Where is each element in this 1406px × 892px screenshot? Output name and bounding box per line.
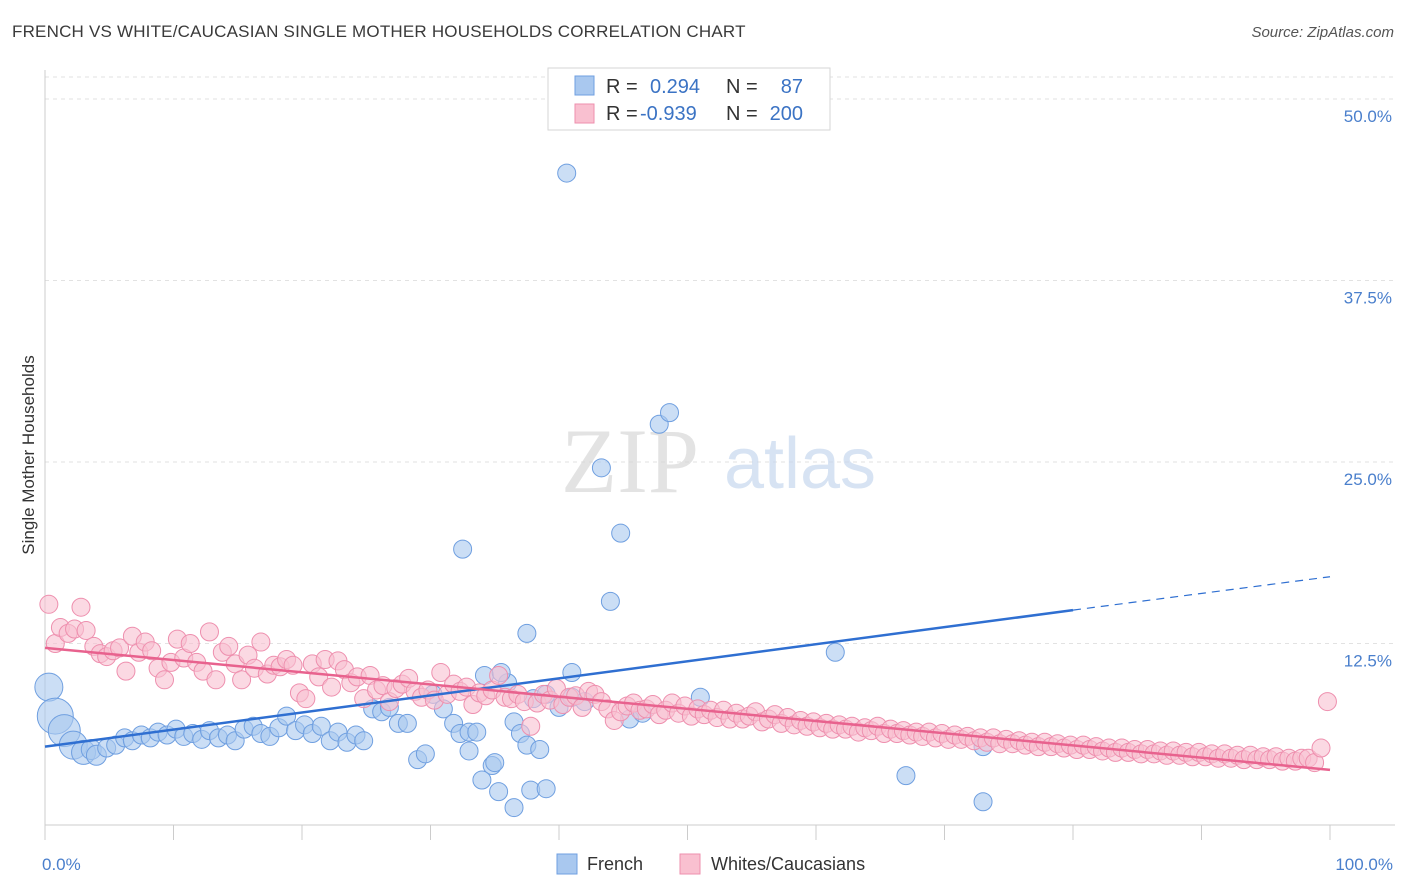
bottom-legend-swatch-whites	[679, 853, 701, 875]
bottom-legend: French Whites/Caucasians	[556, 853, 865, 875]
french-point-64	[459, 741, 479, 761]
french-point-71	[530, 740, 550, 759]
french-point-32	[311, 716, 331, 736]
y-tick-labels: 12.5% 25.0% 37.5% 50.0%	[1344, 107, 1392, 670]
french-trend-line	[44, 608, 1074, 748]
legend-swatch-whites	[574, 103, 595, 124]
french-point-67	[504, 798, 524, 818]
whites-point-18	[155, 670, 175, 690]
french-point-83	[825, 642, 845, 662]
y-tick-label-0: 12.5%	[1344, 652, 1392, 671]
french-point-53	[489, 782, 509, 802]
french-point-66	[485, 753, 505, 773]
whites-point-11	[110, 638, 130, 658]
legend-r-value-1: 0.294	[650, 76, 700, 98]
french-point-44	[415, 744, 435, 764]
whites-point-22	[180, 634, 200, 654]
french-point-77	[557, 163, 577, 183]
french-point-75	[600, 591, 620, 611]
whites-point-33	[251, 632, 271, 652]
bottom-legend-swatch-french	[556, 853, 578, 875]
french-point-72	[536, 779, 556, 799]
french-point-0	[34, 672, 64, 702]
y-tick-label-1: 25.0%	[1344, 470, 1392, 489]
whites-point-198	[1311, 738, 1331, 758]
whites-point-199	[1317, 692, 1337, 712]
legend-r-value-2: -0.939	[640, 103, 697, 125]
watermark-atlas: atlas	[724, 424, 876, 504]
legend-n-label-1: N =	[726, 76, 758, 98]
x-tick-label-0: 0.0%	[42, 855, 81, 874]
whites-point-16	[142, 641, 162, 661]
chart-title: FRENCH VS WHITE/CAUCASIAN SINGLE MOTHER …	[12, 22, 746, 41]
whites-point-5	[71, 597, 91, 617]
french-point-81	[660, 403, 680, 423]
bottom-legend-label-french: French	[587, 854, 643, 874]
french-point-84	[896, 766, 916, 786]
legend-box: R = 0.294 N = 87 R = -0.939 N = 200	[547, 67, 831, 131]
whites-point-40	[296, 689, 316, 709]
bottom-legend-label-whites: Whites/Caucasians	[711, 854, 865, 874]
watermark: ZIP atlas	[561, 410, 876, 512]
french-point-86	[973, 792, 993, 812]
french-point-63	[453, 539, 473, 559]
whites-point-44	[322, 677, 342, 697]
x-tick-label-1: 100.0%	[1335, 855, 1393, 874]
y-tick-label-3: 50.0%	[1344, 107, 1392, 126]
french-point-42	[397, 713, 417, 733]
whites-trend-line	[44, 646, 1331, 772]
legend-r-label-1: R =	[606, 76, 638, 98]
axes	[44, 70, 1395, 840]
legend-n-value-1: 87	[781, 76, 803, 98]
legend-r-label-2: R =	[606, 103, 638, 125]
french-point-57	[517, 623, 537, 643]
french-point-73	[562, 663, 582, 683]
whites-point-12	[116, 661, 136, 681]
y-tick-label-2: 37.5%	[1344, 289, 1392, 308]
whites-point-61	[431, 663, 451, 683]
french-point-65	[472, 770, 492, 790]
legend-swatch-french	[574, 75, 595, 96]
x-tick-labels: 0.0% 100.0%	[42, 855, 1393, 874]
whites-point-75	[521, 716, 541, 736]
y-axis-title: Single Mother Households	[19, 355, 38, 554]
french-point-37	[354, 731, 374, 751]
legend-n-label-2: N =	[726, 103, 758, 125]
whites-point-25	[199, 622, 219, 642]
watermark-zip: ZIP	[561, 410, 699, 512]
legend-n-value-2: 200	[770, 103, 803, 125]
french-point-74	[591, 458, 611, 478]
gridlines	[45, 76, 1395, 645]
whites-point-28	[219, 636, 239, 656]
french-point-50	[467, 722, 487, 742]
whites-point-6	[76, 620, 96, 640]
source-label: Source: ZipAtlas.com	[1251, 24, 1394, 41]
french-point-76	[611, 523, 631, 543]
whites-point-70	[489, 665, 509, 685]
whites-point-30	[232, 670, 252, 690]
whites-point-26	[206, 670, 226, 690]
french-trend-extension	[1072, 576, 1331, 611]
whites-point-0	[39, 594, 59, 614]
trend-lines	[44, 576, 1331, 772]
